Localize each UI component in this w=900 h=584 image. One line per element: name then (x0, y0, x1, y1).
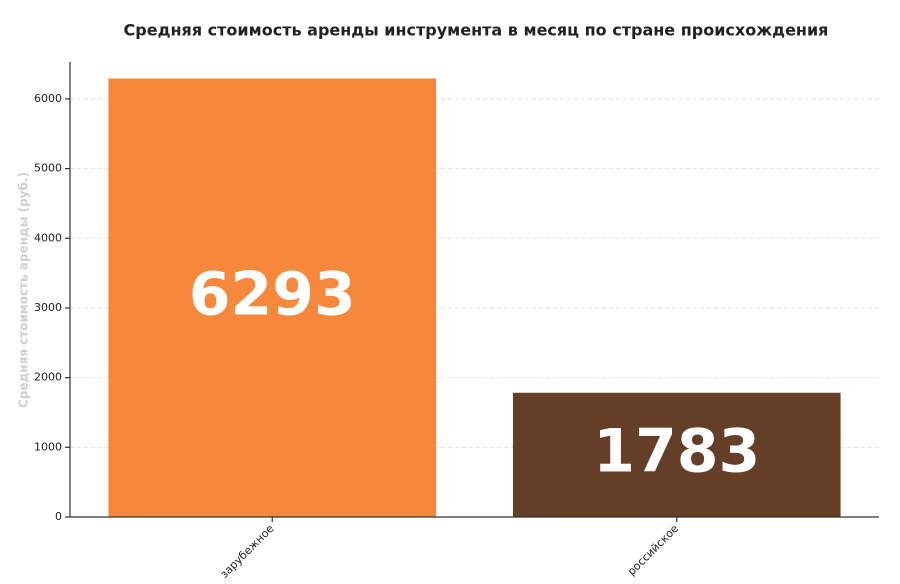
value-label: 6293 (189, 259, 356, 329)
y-tick-label: 3000 (34, 301, 62, 314)
x-tick-label: зарубежное (218, 522, 277, 581)
y-tick-label: 2000 (34, 371, 62, 384)
chart-title: Средняя стоимость аренды инструмента в м… (124, 21, 829, 40)
y-axis-label: Средняя стоимость аренды (руб.) (17, 172, 31, 408)
y-tick-label: 5000 (34, 162, 62, 175)
value-label: 1783 (593, 416, 760, 486)
bar (108, 78, 437, 517)
y-tick-label: 1000 (34, 440, 62, 453)
y-tick-label: 4000 (34, 231, 62, 244)
y-tick-label: 0 (55, 510, 62, 523)
bar (512, 392, 841, 517)
y-tick-label: 6000 (34, 92, 62, 105)
x-tick-label: российское (625, 522, 681, 578)
